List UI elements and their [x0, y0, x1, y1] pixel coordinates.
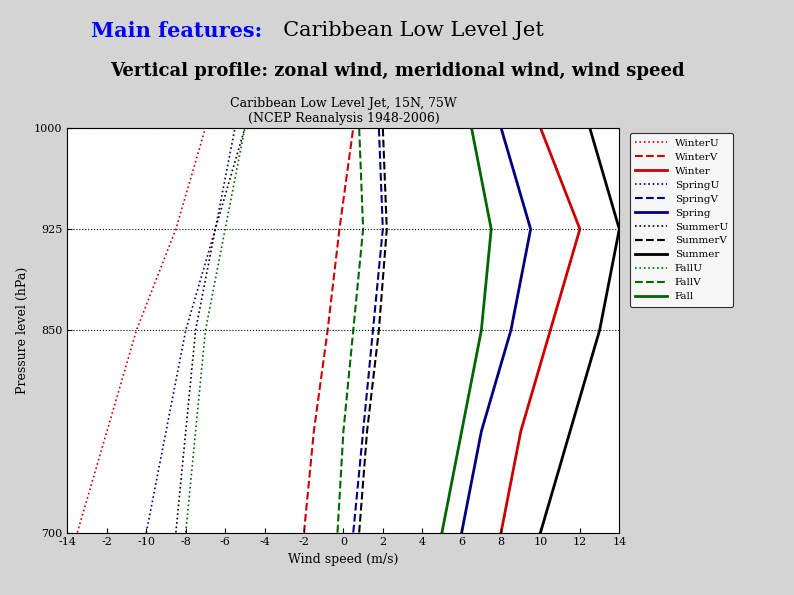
Text: Caribbean Low Level Jet: Caribbean Low Level Jet: [270, 21, 544, 40]
Text: Vertical profile: zonal wind, meridional wind, wind speed: Vertical profile: zonal wind, meridional…: [110, 62, 684, 80]
Y-axis label: Pressure level (hPa): Pressure level (hPa): [16, 267, 29, 394]
X-axis label: Wind speed (m/s): Wind speed (m/s): [288, 553, 399, 566]
Text: Main features:: Main features:: [91, 21, 262, 41]
Title: Caribbean Low Level Jet, 15N, 75W
(NCEP Reanalysis 1948-2006): Caribbean Low Level Jet, 15N, 75W (NCEP …: [230, 98, 457, 126]
Legend: WinterU, WinterV, Winter, SpringU, SpringV, Spring, SummerU, SummerV, Summer, Fa: WinterU, WinterV, Winter, SpringU, Sprin…: [630, 133, 733, 306]
